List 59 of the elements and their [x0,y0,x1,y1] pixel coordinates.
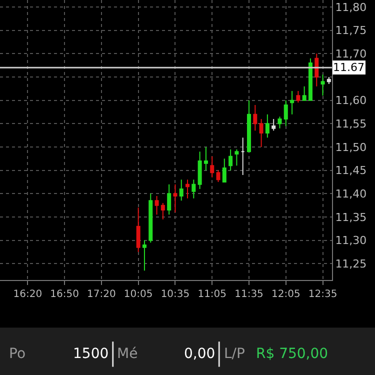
candlestick [136,207,140,252]
candlestick [326,76,331,84]
y-tick-label: 11,30 [335,234,367,248]
candlestick [148,193,153,244]
candlestick [296,90,300,104]
x-tick-label: 12:35 [308,289,338,300]
candlestick [222,158,226,182]
candlestick [192,179,196,199]
text: 1500 [73,346,109,362]
candlestick [228,148,233,171]
y-tick-label: 11,35 [335,210,367,224]
candlestick [302,86,306,101]
ref-line-label: 11.67 [333,61,364,74]
candlestick [210,156,214,178]
y-tick-label: 11,70 [335,48,367,61]
y-tick-label: 11,55 [335,118,367,131]
candlestick [284,100,288,126]
candlestick [167,184,172,216]
y-tick-label: 11,40 [335,188,367,201]
candlestick [234,148,239,166]
candlestick [179,179,184,202]
y-tick-label: 11,45 [335,164,367,178]
y-tick-label: 11,25 [335,258,367,271]
x-tick-label: 12:05 [271,289,300,300]
candlestick [240,137,245,176]
text: Po [9,346,26,362]
text: Mé [117,346,138,362]
y-tick-label: 11,75 [335,24,367,38]
candlestick [160,202,165,220]
candlestick [186,179,190,199]
candlestick [259,118,264,148]
x-tick-label: 10:35 [160,289,190,300]
y-tick-label: 11,50 [335,140,367,154]
text: R$ 750,00 [256,346,328,362]
candlestick [314,53,319,87]
x-tick-label: 16:50 [50,289,79,300]
candlestick [253,104,258,132]
x-tick-label: 16:20 [13,289,42,300]
candlestick [290,90,294,115]
candlestick [246,100,252,152]
candlestick [204,146,208,171]
candlestick [142,240,146,272]
candlestick [308,58,312,101]
x-tick-label: 11:35 [234,289,264,300]
candlestick [265,114,270,138]
x-tick-label: 11:05 [198,289,227,300]
candlestick [198,151,202,190]
candlestick [216,170,220,182]
candlestick [173,184,178,213]
x-tick-label: 10:05 [124,289,153,300]
candlestick [278,116,282,129]
candlestick [154,196,159,216]
text: 0,00 [184,346,216,362]
x-tick-label: 17:20 [87,289,116,300]
candlestick [272,118,276,132]
candlestick [320,74,325,96]
y-tick-label: 11,60 [335,94,367,108]
text: L/P [224,346,245,362]
y-tick-label: 11,80 [335,0,367,14]
